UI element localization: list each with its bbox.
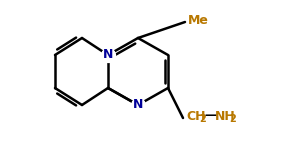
Text: N: N <box>103 48 113 61</box>
Text: 2: 2 <box>199 114 206 124</box>
Text: Me: Me <box>188 13 209 26</box>
Text: 2: 2 <box>229 114 236 124</box>
Text: NH: NH <box>215 110 236 123</box>
Text: CH: CH <box>186 110 205 123</box>
Text: —: — <box>204 110 216 123</box>
Text: N: N <box>133 99 143 112</box>
